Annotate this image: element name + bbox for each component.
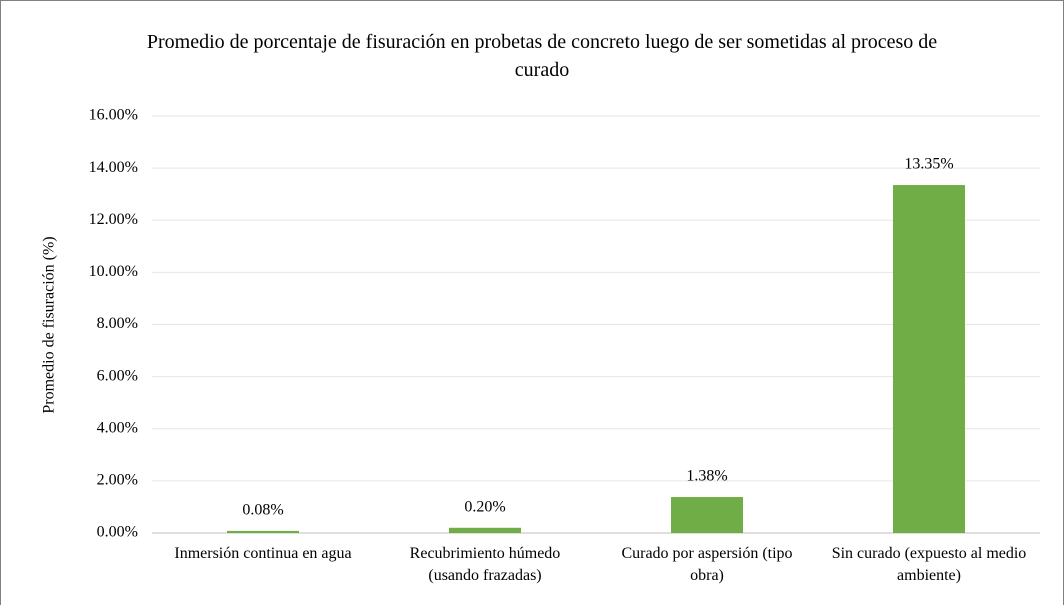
bar (671, 497, 743, 533)
bar (227, 530, 299, 533)
y-tick-label: 8.00% (97, 315, 138, 332)
data-label: 1.38% (686, 468, 727, 485)
y-tick-label: 10.00% (89, 263, 138, 280)
data-label: 13.35% (904, 156, 953, 173)
y-axis-label: Promedio de fisuración (%) (41, 236, 58, 413)
y-tick-label: 0.00% (97, 524, 138, 541)
x-tick-label: Curado por aspersión (tipo obra) (621, 545, 793, 584)
x-tick-label: Sin curado (expuesto al medio ambiente) (831, 545, 1027, 584)
x-tick-label: Recubrimiento húmedo (usando frazadas) (409, 545, 561, 584)
data-label: 0.20% (464, 498, 505, 515)
bar (449, 527, 521, 533)
data-label: 0.08% (242, 502, 283, 519)
y-tick-label: 16.00% (89, 107, 138, 124)
x-tick-label: Inmersión continua en agua (174, 545, 352, 562)
chart-title: Promedio de porcentaje de fisuración en … (146, 31, 938, 81)
y-tick-label: 14.00% (89, 159, 138, 176)
y-tick-label: 2.00% (97, 472, 138, 489)
y-tick-label: 6.00% (97, 367, 138, 384)
y-tick-label: 12.00% (89, 211, 138, 228)
y-tick-label: 4.00% (97, 419, 138, 436)
bar (893, 185, 965, 534)
